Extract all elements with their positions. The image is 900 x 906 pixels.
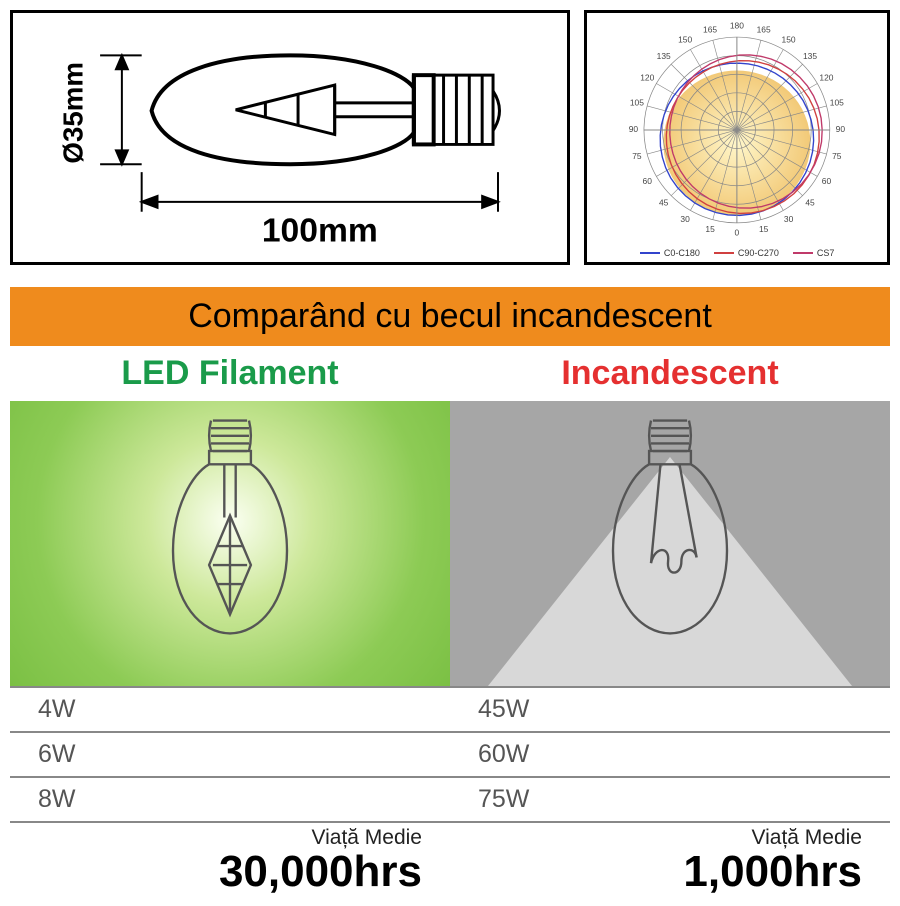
legend-item: CS7 xyxy=(793,248,835,258)
svg-text:135: 135 xyxy=(803,51,817,61)
incandescent-watt-list: 45W60W75W xyxy=(450,686,890,823)
svg-text:105: 105 xyxy=(630,97,644,107)
polar-legend: C0-C180 C90-C270 CS7 xyxy=(640,248,835,258)
watt-row: 6W xyxy=(10,733,450,778)
comparison-section: Comparând cu becul incandescent LED Fila… xyxy=(10,287,890,906)
led-column: LED Filament xyxy=(10,346,450,906)
watt-row: 4W xyxy=(10,688,450,733)
legend-item: C0-C180 xyxy=(640,248,700,258)
svg-text:90: 90 xyxy=(836,124,846,134)
length-label: 100mm xyxy=(262,212,378,249)
svg-text:60: 60 xyxy=(643,176,653,186)
incandescent-column: Incandescent xyxy=(450,346,890,906)
svg-text:75: 75 xyxy=(832,151,842,161)
svg-text:120: 120 xyxy=(640,72,654,82)
incandescent-title: Incandescent xyxy=(450,346,890,401)
top-row: Ø35mm 100mm xyxy=(10,10,890,265)
legend-item: C90-C270 xyxy=(714,248,779,258)
watt-row: 8W xyxy=(10,778,450,823)
svg-text:105: 105 xyxy=(830,97,844,107)
incandescent-life-label: Viață Medie xyxy=(450,823,890,850)
comparison-title: Comparând cu becul incandescent xyxy=(10,287,890,346)
watt-row: 75W xyxy=(450,778,890,823)
incandescent-bulb-area xyxy=(450,401,890,686)
led-title: LED Filament xyxy=(10,346,450,401)
svg-text:165: 165 xyxy=(757,24,771,34)
incandescent-life-value: 1,000hrs xyxy=(450,850,890,900)
dimension-box: Ø35mm 100mm xyxy=(10,10,570,265)
svg-text:15: 15 xyxy=(706,224,716,234)
led-life-value: 30,000hrs xyxy=(10,850,450,900)
watt-row: 60W xyxy=(450,733,890,778)
led-bulb-icon xyxy=(135,413,325,660)
svg-text:45: 45 xyxy=(659,197,669,207)
incandescent-bulb-icon xyxy=(575,413,765,660)
svg-text:30: 30 xyxy=(681,214,691,224)
svg-text:150: 150 xyxy=(782,35,796,45)
watt-row: 45W xyxy=(450,688,890,733)
led-bulb-area xyxy=(10,401,450,686)
svg-text:30: 30 xyxy=(784,214,794,224)
svg-text:165: 165 xyxy=(703,24,717,34)
polar-chart: 1801651501351201059075604530150153045607… xyxy=(591,17,883,244)
svg-text:15: 15 xyxy=(759,224,769,234)
svg-text:75: 75 xyxy=(633,151,643,161)
svg-text:135: 135 xyxy=(657,51,671,61)
svg-text:45: 45 xyxy=(806,197,816,207)
polar-box: 1801651501351201059075604530150153045607… xyxy=(584,10,890,265)
svg-text:60: 60 xyxy=(822,176,832,186)
comparison-row: LED Filament xyxy=(10,346,890,906)
svg-text:90: 90 xyxy=(629,124,639,134)
svg-text:180: 180 xyxy=(730,21,744,31)
svg-text:150: 150 xyxy=(678,35,692,45)
svg-text:120: 120 xyxy=(820,72,834,82)
led-watt-list: 4W6W8W xyxy=(10,686,450,823)
svg-text:0: 0 xyxy=(735,228,740,238)
dimension-drawing: Ø35mm 100mm xyxy=(13,13,567,262)
led-life-label: Viață Medie xyxy=(10,823,450,850)
diameter-label: Ø35mm xyxy=(57,62,88,164)
